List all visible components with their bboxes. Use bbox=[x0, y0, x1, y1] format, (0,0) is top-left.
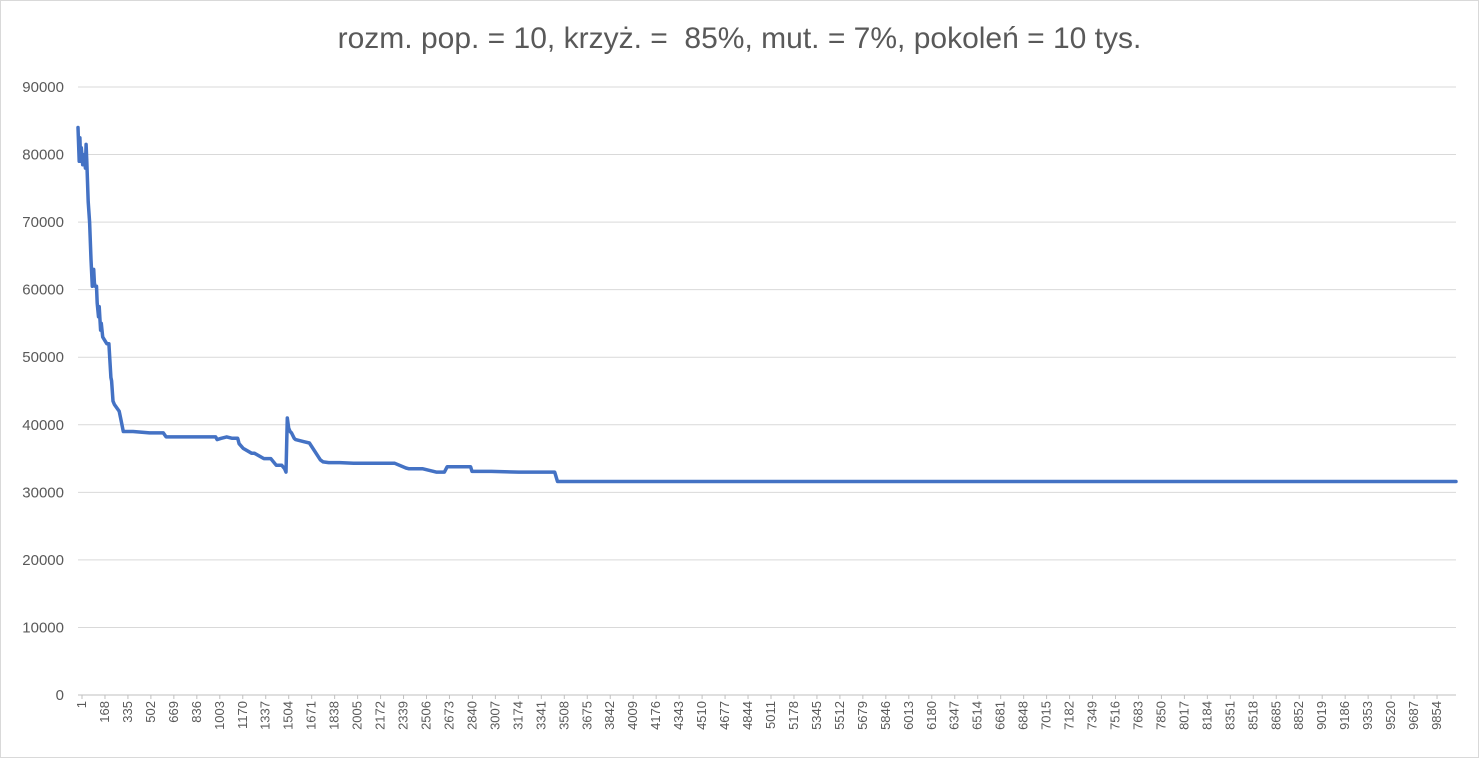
y-axis-ticks: 0 10000 20000 30000 40000 50000 60000 70000 8000… bbox=[22, 79, 64, 704]
x-tick-label: 2840 bbox=[464, 701, 479, 730]
gridlines bbox=[78, 86, 1456, 696]
x-tick-label: 1838 bbox=[327, 701, 342, 730]
y-tick-label: 30000 bbox=[22, 484, 64, 501]
x-tick-label: 2005 bbox=[350, 701, 365, 730]
x-tick-label: 1504 bbox=[281, 701, 296, 730]
x-tick-label: 335 bbox=[120, 701, 135, 723]
y-tick-label: 90000 bbox=[22, 79, 64, 96]
x-tick-label: 8184 bbox=[1199, 701, 1214, 730]
x-tick-label: 8017 bbox=[1176, 701, 1191, 730]
x-tick-label: 1 bbox=[74, 701, 89, 708]
y-tick-label: 10000 bbox=[22, 619, 64, 636]
x-tick-label: 3174 bbox=[510, 701, 525, 730]
x-tick-label: 5345 bbox=[809, 701, 824, 730]
x-axis-ticks: 1 168 335 502 669 836 1003 1170 1337 1504 1671 1838… bbox=[74, 695, 1444, 730]
y-tick-label: 40000 bbox=[22, 417, 64, 434]
y-tick-label: 60000 bbox=[22, 282, 64, 299]
x-tick-label: 7683 bbox=[1130, 701, 1145, 730]
x-tick-label: 1170 bbox=[235, 701, 250, 729]
x-tick-label: 1003 bbox=[212, 701, 227, 730]
x-tick-label: 4510 bbox=[694, 701, 709, 730]
x-tick-label: 3341 bbox=[533, 701, 548, 730]
x-tick-label: 1671 bbox=[304, 701, 319, 730]
y-tick-label: 70000 bbox=[22, 214, 64, 231]
x-tick-label: 3007 bbox=[487, 701, 502, 730]
x-tick-label: 9353 bbox=[1360, 701, 1375, 730]
x-tick-label: 836 bbox=[189, 701, 204, 723]
series-group bbox=[76, 125, 1458, 484]
x-tick-label: 502 bbox=[143, 701, 158, 723]
x-tick-label: 8685 bbox=[1268, 701, 1283, 730]
x-tick-label: 4176 bbox=[648, 701, 663, 730]
x-tick-label: 9854 bbox=[1429, 701, 1444, 730]
x-tick-label: 6347 bbox=[947, 701, 962, 730]
x-tick-label: 8351 bbox=[1222, 701, 1237, 730]
x-tick-label: 6180 bbox=[924, 701, 939, 730]
x-tick-label: 5512 bbox=[832, 701, 847, 730]
x-tick-label: 7182 bbox=[1062, 701, 1077, 730]
y-tick-label: 50000 bbox=[22, 349, 64, 366]
x-tick-label: 5846 bbox=[878, 701, 893, 730]
x-tick-label: 168 bbox=[97, 701, 112, 723]
series-line-0 bbox=[76, 125, 1458, 484]
x-tick-label: 5679 bbox=[855, 701, 870, 730]
x-tick-label: 2339 bbox=[396, 701, 411, 730]
x-tick-label: 2506 bbox=[419, 701, 434, 730]
x-tick-label: 2673 bbox=[441, 701, 456, 730]
x-tick-label: 9520 bbox=[1383, 701, 1398, 730]
x-tick-label: 4677 bbox=[717, 701, 732, 730]
x-tick-label: 5011 bbox=[763, 701, 778, 729]
y-tick-label: 80000 bbox=[22, 147, 64, 164]
x-tick-label: 669 bbox=[166, 701, 181, 723]
x-tick-label: 3675 bbox=[579, 701, 594, 730]
x-tick-label: 7516 bbox=[1108, 701, 1123, 730]
x-tick-label: 8852 bbox=[1291, 701, 1306, 730]
x-tick-label: 7349 bbox=[1085, 701, 1100, 730]
x-tick-label: 8518 bbox=[1245, 701, 1260, 730]
x-tick-label: 4343 bbox=[671, 701, 686, 730]
x-tick-label: 3508 bbox=[556, 701, 571, 730]
x-tick-label: 6848 bbox=[1016, 701, 1031, 730]
x-tick-label: 6013 bbox=[901, 701, 916, 730]
x-tick-label: 9019 bbox=[1314, 701, 1329, 730]
x-tick-label: 6514 bbox=[970, 701, 985, 730]
x-tick-label: 5178 bbox=[786, 701, 801, 730]
x-tick-label: 3842 bbox=[602, 701, 617, 730]
x-tick-label: 4844 bbox=[740, 701, 755, 730]
y-tick-label: 20000 bbox=[22, 552, 64, 569]
x-tick-label: 6681 bbox=[993, 701, 1008, 730]
x-tick-label: 1337 bbox=[258, 701, 273, 730]
chart-title: rozm. pop. = 10, krzyż. = 85%, mut. = 7%… bbox=[337, 22, 1142, 55]
x-tick-label: 7015 bbox=[1039, 701, 1054, 730]
x-tick-label: 4009 bbox=[625, 701, 640, 730]
y-tick-label: 0 bbox=[56, 687, 64, 704]
x-tick-label: 9687 bbox=[1406, 701, 1421, 730]
x-tick-label: 7850 bbox=[1153, 701, 1168, 730]
x-tick-label: 9186 bbox=[1337, 701, 1352, 730]
x-tick-label: 2172 bbox=[373, 701, 388, 730]
